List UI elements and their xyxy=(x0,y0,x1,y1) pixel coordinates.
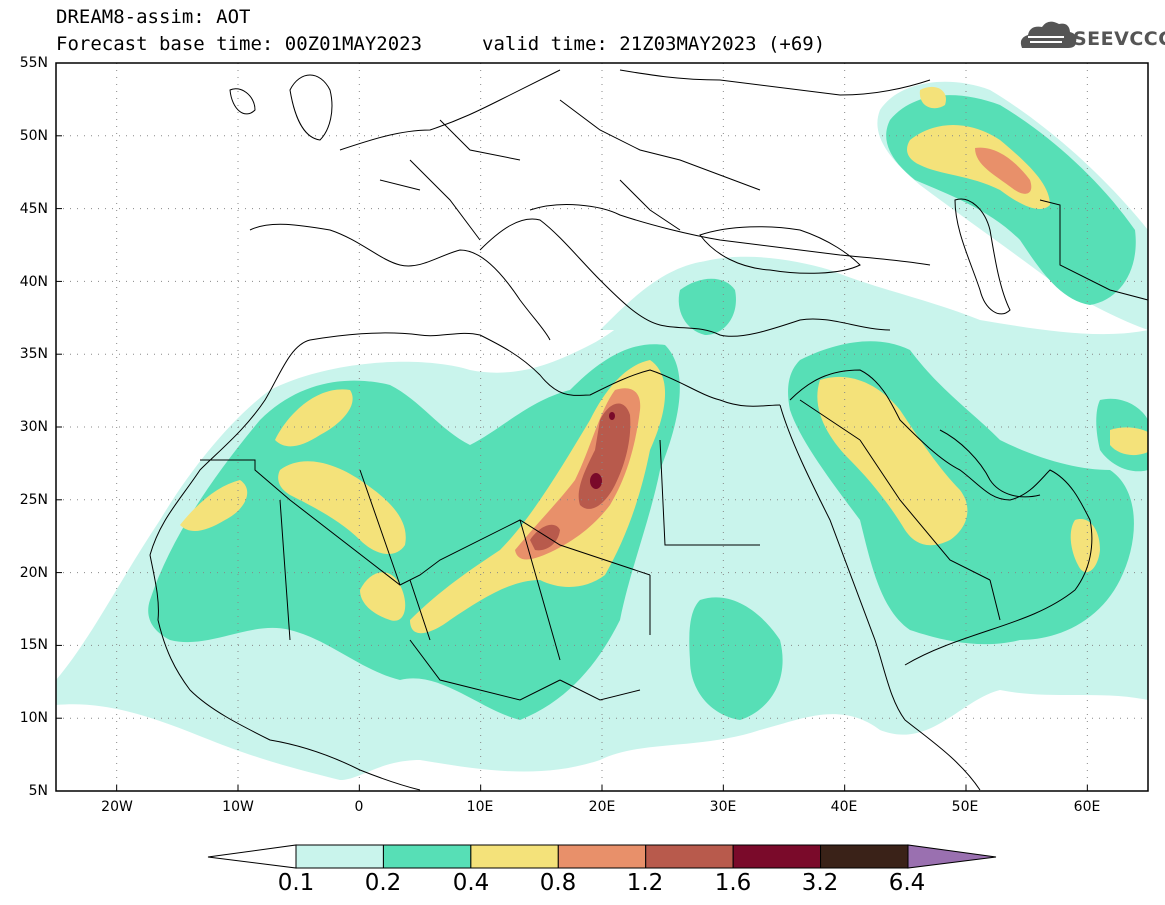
colorbar-over-triangle xyxy=(907,844,997,869)
seevccc-logo-text: SEEVCCC xyxy=(1073,28,1165,50)
lat-label-10n: 10N xyxy=(19,710,48,726)
colorbar-label: 0.2 xyxy=(364,870,402,896)
lat-label-20n: 20N xyxy=(19,565,48,581)
lon-label-50e: 50E xyxy=(951,799,979,815)
colorbar-swatch xyxy=(382,844,472,869)
axis-ticks xyxy=(56,62,1088,792)
lon-label-10w: 10W xyxy=(222,799,254,815)
seevccc-logo-icon xyxy=(1020,21,1077,48)
lat-label-15n: 15N xyxy=(19,637,48,653)
colorbar-swatch xyxy=(295,844,384,869)
coastlines-and-borders xyxy=(149,69,1148,791)
colorbar-label: 0.1 xyxy=(277,870,315,896)
aot-level-1.6 xyxy=(590,412,615,489)
colorbar-label: 0.4 xyxy=(452,870,490,896)
lat-label-45n: 45N xyxy=(19,201,48,217)
lon-label-60e: 60E xyxy=(1073,799,1101,815)
product-title: DREAM8-assim: AOT xyxy=(56,6,251,28)
colorbar-swatch xyxy=(557,844,647,869)
lat-label-25n: 25N xyxy=(19,492,48,508)
forecast-valid-time: valid time: 21Z03MAY2023 (+69) xyxy=(482,33,826,55)
lon-label-10e: 10E xyxy=(466,799,494,815)
lon-label-30e: 30E xyxy=(709,799,737,815)
colorbar xyxy=(207,844,997,869)
forecast-base-time: Forecast base time: 00Z01MAY2023 xyxy=(56,33,423,55)
graticule xyxy=(56,63,1148,791)
colorbar-label: 1.6 xyxy=(714,870,752,896)
lat-label-50n: 50N xyxy=(19,128,48,144)
aot-field xyxy=(56,81,1148,780)
colorbar-swatch xyxy=(470,844,559,869)
lat-label-55n: 55N xyxy=(19,55,48,71)
colorbar-label: 3.2 xyxy=(801,870,839,896)
colorbar-swatch xyxy=(732,844,822,869)
lat-label-35n: 35N xyxy=(19,346,48,362)
lat-label-5n: 5N xyxy=(28,783,48,799)
lon-label-0: 0 xyxy=(354,799,364,815)
colorbar-under-triangle xyxy=(207,844,297,869)
lon-label-20w: 20W xyxy=(101,799,133,815)
lat-label-30n: 30N xyxy=(19,419,48,435)
lat-label-40n: 40N xyxy=(19,274,48,290)
lon-label-40e: 40E xyxy=(830,799,858,815)
lon-label-20e: 20E xyxy=(588,799,616,815)
colorbar-swatch xyxy=(820,844,909,869)
colorbar-label: 1.2 xyxy=(626,870,664,896)
colorbar-label: 6.4 xyxy=(888,870,926,896)
colorbar-label: 0.8 xyxy=(539,870,577,896)
colorbar-swatch xyxy=(645,844,734,869)
